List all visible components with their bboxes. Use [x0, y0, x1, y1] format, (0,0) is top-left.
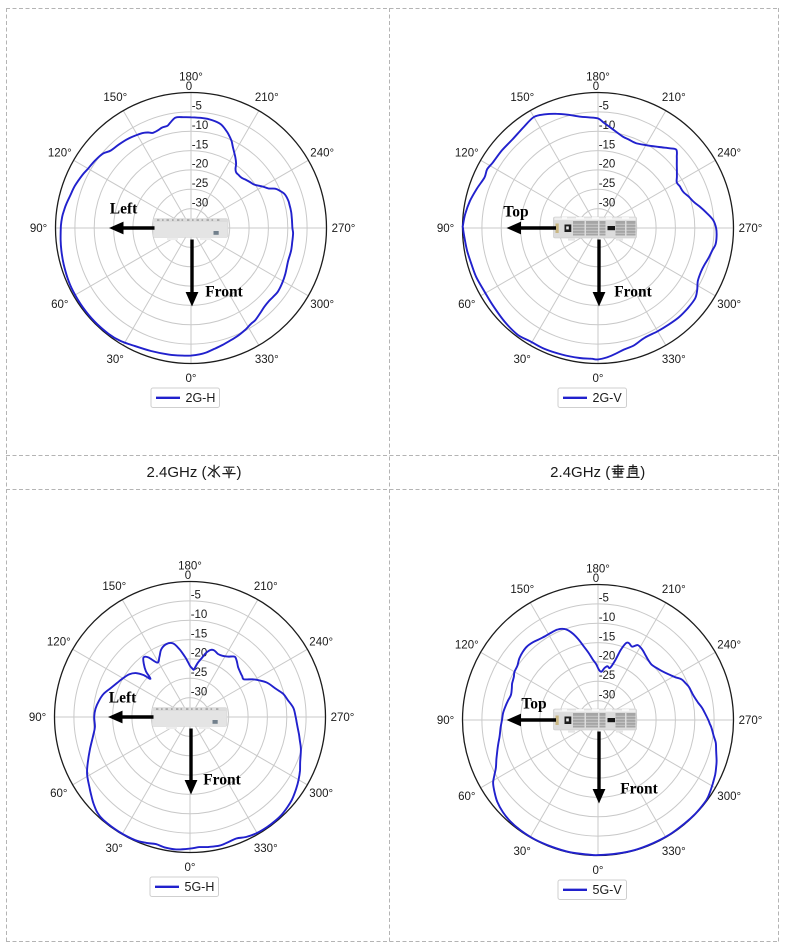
- svg-text:300°: 300°: [310, 298, 334, 310]
- svg-text:300°: 300°: [718, 791, 742, 803]
- svg-text:-5: -5: [599, 101, 609, 113]
- svg-text:270°: 270°: [739, 223, 763, 235]
- svg-text:240°: 240°: [717, 148, 741, 160]
- svg-text:90°: 90°: [437, 715, 454, 727]
- svg-text:90°: 90°: [29, 223, 46, 235]
- svg-text:60°: 60°: [458, 299, 475, 311]
- svg-text:30°: 30°: [514, 847, 531, 859]
- svg-text:Front: Front: [620, 781, 658, 798]
- svg-text:210°: 210°: [254, 91, 278, 103]
- svg-text:-20: -20: [599, 651, 616, 663]
- svg-text:0: 0: [593, 81, 599, 93]
- svg-text:270°: 270°: [331, 223, 355, 235]
- svg-text:Front: Front: [203, 772, 241, 789]
- svg-text:-10: -10: [599, 612, 616, 624]
- svg-text:-25: -25: [191, 178, 208, 190]
- svg-text:270°: 270°: [330, 712, 354, 724]
- svg-text:30°: 30°: [514, 354, 531, 366]
- svg-text:-5: -5: [191, 100, 201, 112]
- svg-text:Left: Left: [108, 690, 136, 707]
- svg-text:120°: 120°: [455, 148, 479, 160]
- svg-text:-30: -30: [599, 198, 616, 210]
- svg-text:30°: 30°: [105, 843, 122, 855]
- svg-text:-15: -15: [599, 140, 616, 152]
- svg-text:-15: -15: [190, 628, 207, 640]
- svg-text:90°: 90°: [28, 712, 45, 724]
- svg-text:0: 0: [184, 570, 190, 582]
- svg-text:0°: 0°: [593, 373, 604, 385]
- svg-text:330°: 330°: [662, 847, 686, 859]
- svg-text:30°: 30°: [106, 354, 123, 366]
- svg-text:-5: -5: [599, 593, 609, 605]
- svg-text:0: 0: [185, 81, 191, 93]
- svg-text:330°: 330°: [662, 354, 686, 366]
- svg-text:Left: Left: [109, 200, 137, 217]
- svg-text:180°: 180°: [178, 561, 202, 573]
- svg-text:-30: -30: [191, 197, 208, 209]
- svg-text:-10: -10: [191, 119, 208, 131]
- svg-text:0°: 0°: [593, 865, 604, 877]
- svg-text:240°: 240°: [718, 640, 742, 652]
- svg-text:-20: -20: [191, 158, 208, 170]
- svg-text:90°: 90°: [437, 223, 454, 235]
- svg-text:60°: 60°: [51, 298, 68, 310]
- svg-text:210°: 210°: [662, 92, 686, 104]
- svg-text:210°: 210°: [662, 584, 686, 596]
- svg-text:-5: -5: [190, 590, 200, 602]
- svg-text:120°: 120°: [455, 640, 479, 652]
- svg-text:120°: 120°: [47, 147, 71, 159]
- svg-text:2G-V: 2G-V: [593, 391, 623, 405]
- svg-text:210°: 210°: [253, 581, 277, 593]
- svg-text:300°: 300°: [309, 788, 333, 800]
- svg-text:-30: -30: [190, 686, 207, 698]
- svg-text:120°: 120°: [46, 636, 70, 648]
- svg-text:180°: 180°: [586, 564, 610, 576]
- svg-text:180°: 180°: [586, 72, 610, 84]
- svg-text:-20: -20: [599, 159, 616, 171]
- svg-text:-25: -25: [190, 667, 207, 679]
- svg-text:5G-V: 5G-V: [593, 883, 623, 897]
- svg-text:Front: Front: [614, 284, 652, 301]
- svg-text:-15: -15: [191, 139, 208, 151]
- svg-text:330°: 330°: [254, 354, 278, 366]
- svg-text:-25: -25: [599, 178, 616, 190]
- svg-text:240°: 240°: [309, 636, 333, 648]
- svg-text:-30: -30: [599, 690, 616, 702]
- svg-text:Front: Front: [205, 283, 243, 300]
- svg-text:240°: 240°: [310, 147, 334, 159]
- svg-text:0°: 0°: [184, 862, 195, 874]
- svg-text:270°: 270°: [739, 715, 763, 727]
- svg-text:150°: 150°: [103, 91, 127, 103]
- svg-text:2G-H: 2G-H: [185, 391, 215, 405]
- svg-text:5G-H: 5G-H: [184, 880, 214, 894]
- svg-text:150°: 150°: [511, 584, 535, 596]
- svg-text:0: 0: [593, 574, 599, 586]
- svg-text:0°: 0°: [185, 373, 196, 385]
- svg-text:180°: 180°: [179, 71, 203, 83]
- svg-text:60°: 60°: [50, 788, 67, 800]
- svg-text:60°: 60°: [458, 791, 475, 803]
- svg-text:Top: Top: [522, 696, 547, 713]
- svg-text:150°: 150°: [511, 92, 535, 104]
- svg-text:330°: 330°: [253, 843, 277, 855]
- svg-text:-15: -15: [599, 632, 616, 644]
- svg-text:300°: 300°: [717, 299, 741, 311]
- svg-text:-25: -25: [599, 670, 616, 682]
- svg-text:-10: -10: [190, 609, 207, 621]
- svg-text:Top: Top: [504, 204, 529, 221]
- svg-text:150°: 150°: [102, 581, 126, 593]
